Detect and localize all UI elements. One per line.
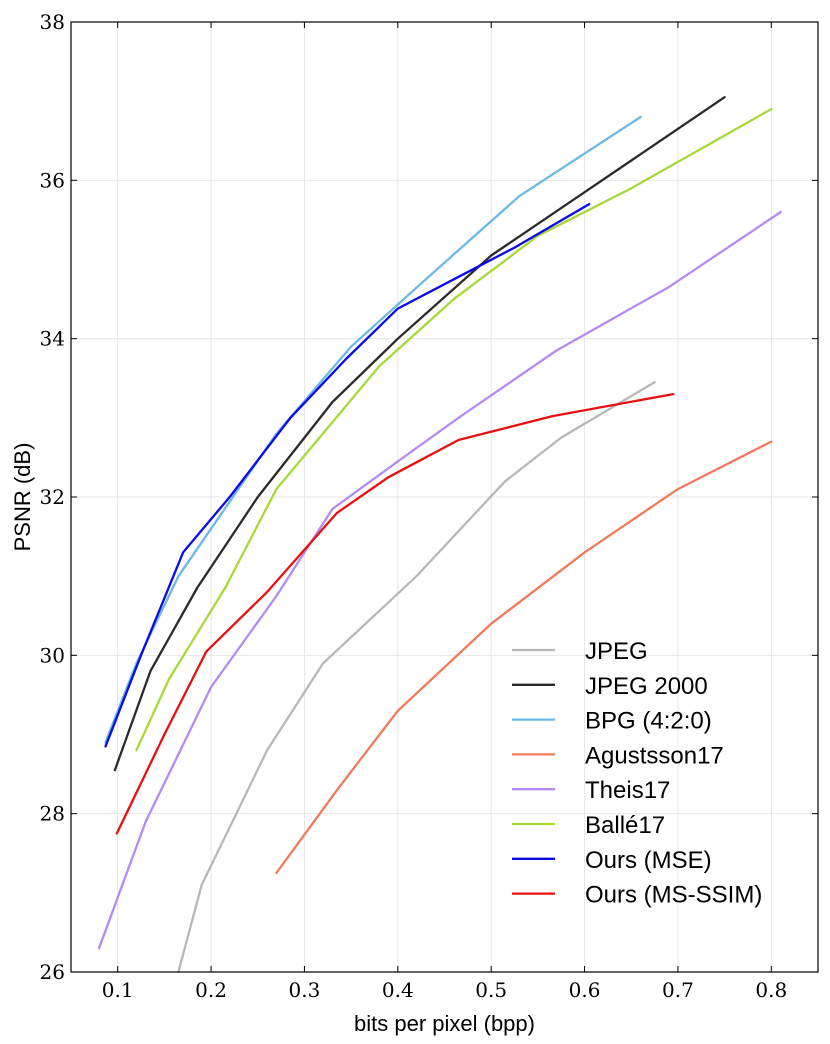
axis-ticks: 0.1 0.2 0.3 0.4 0.5 0.6 0.7 0.8 26 28 30 32 34 36 38 [40,10,818,1002]
y-tick-label: 32 [40,485,65,509]
grid [71,21,818,973]
x-tick-label: 0.8 [755,978,787,1002]
legend-label: Ours (MS-SSIM) [585,882,762,909]
y-tick-label: 36 [40,168,65,192]
x-tick-label: 0.6 [569,978,601,1002]
series-line-3 [275,440,773,875]
x-tick-label: 0.1 [102,978,134,1002]
series-line-2 [104,115,642,744]
legend-label: BPG (4:2:0) [585,708,712,735]
series-line-5 [135,107,773,752]
series-line-4 [97,210,782,950]
x-tick-label: 0.2 [195,978,227,1002]
y-tick-label: 26 [40,960,65,984]
x-tick-label: 0.7 [662,978,694,1002]
y-axis-title: PSNR (dB) [10,443,35,552]
y-tick-label: 30 [40,643,65,667]
y-tick-label: 34 [40,327,65,351]
legend: JPEG JPEG 2000 BPG (4:2:0) Agustsson17 Theis… [512,638,762,909]
legend-label: Ballé17 [585,812,665,839]
legend-label: Agustsson17 [585,742,724,769]
series-line-6 [104,202,591,748]
x-axis-title: bits per pixel (bpp) [354,1011,535,1036]
legend-label: JPEG 2000 [585,673,708,700]
series-line-7 [115,392,675,835]
legend-label: Theis17 [585,777,670,804]
x-tick-label: 0.5 [475,978,507,1002]
legend-label: JPEG [585,638,648,665]
series-lines [97,96,782,974]
x-tick-label: 0.3 [289,978,321,1002]
series-line-1 [113,96,726,772]
y-tick-label: 28 [40,802,65,826]
series-line-0 [177,381,656,974]
legend-label: Ours (MSE) [585,847,712,874]
x-tick-label: 0.4 [382,978,414,1002]
y-tick-label: 38 [40,10,65,34]
